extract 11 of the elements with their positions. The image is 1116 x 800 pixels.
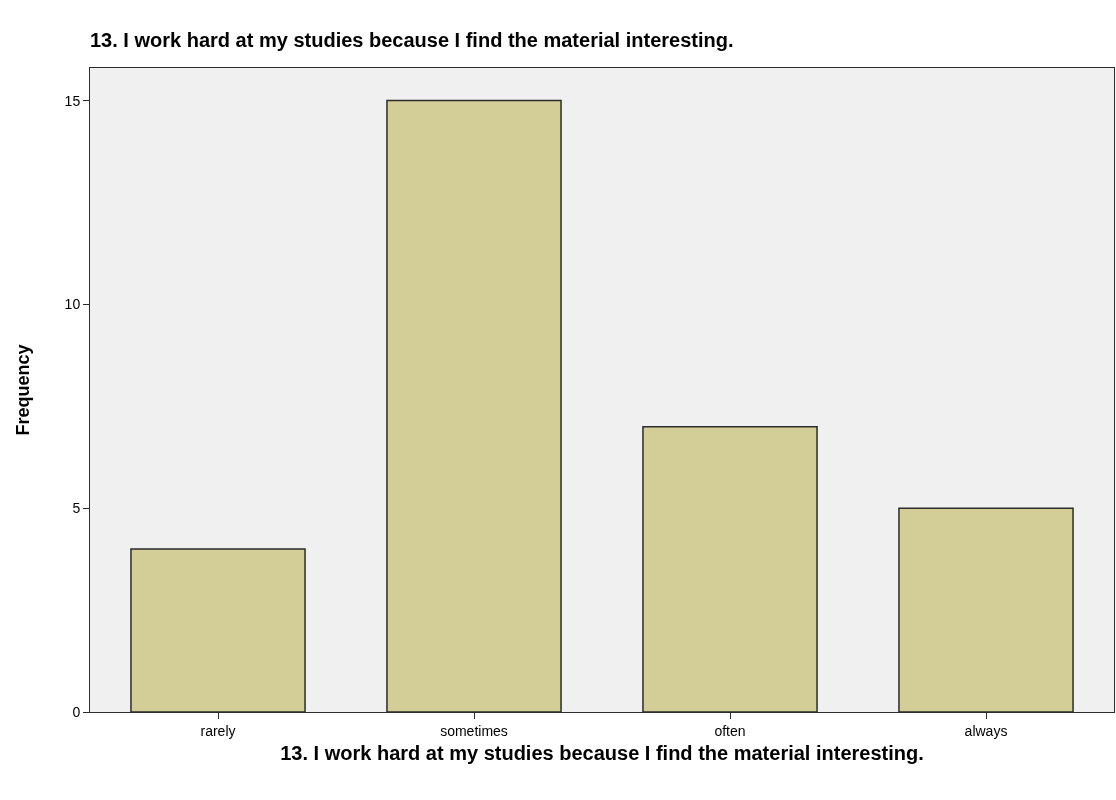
y-tick-label: 5 <box>72 500 81 517</box>
y-tick-label: 0 <box>72 703 81 720</box>
x-tick-label: often <box>714 722 746 739</box>
y-tick-label: 15 <box>64 92 81 109</box>
x-tick-label: sometimes <box>440 722 508 739</box>
y-axis-title: Frequency <box>12 344 33 436</box>
chart-title: 13. I work hard at my studies because I find the material interesting. <box>90 29 734 51</box>
x-tick-label: always <box>964 722 1008 739</box>
x-axis-title: 13. I work hard at my studies because I find the material interesting. <box>280 742 924 765</box>
y-tick-label: 10 <box>64 296 81 313</box>
x-tick-label: rarely <box>200 722 236 739</box>
